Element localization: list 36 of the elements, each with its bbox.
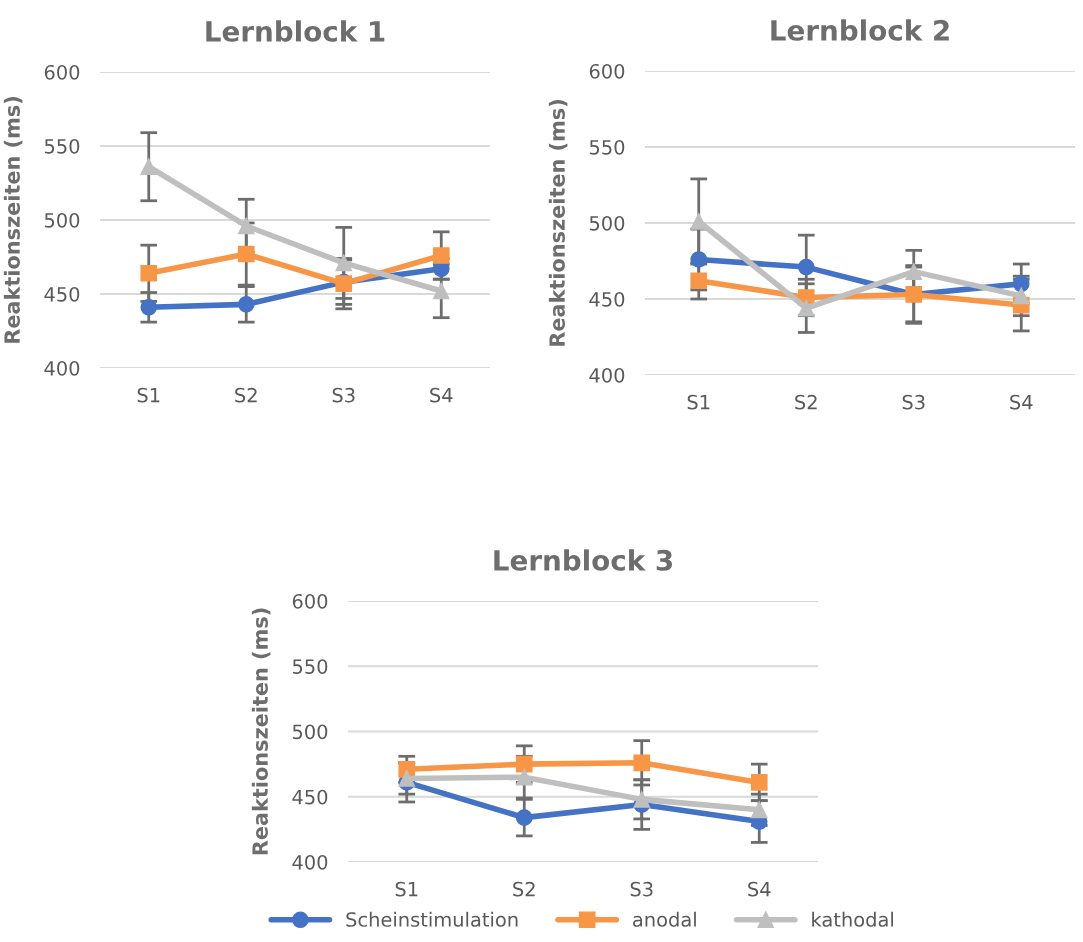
y-axis-title: Reaktionszeiten (ms) [251, 608, 271, 855]
y-tick-label: 550 [44, 138, 80, 154]
x-tick-label: S3 [630, 881, 653, 897]
y-tick-label: 600 [44, 64, 80, 80]
y-tick-label: 500 [292, 724, 328, 740]
y-tick-label: 400 [292, 854, 328, 870]
chart-title: Lernblock 2 [771, 19, 949, 41]
x-tick-label: S1 [137, 387, 160, 403]
x-tick-label: S4 [748, 881, 771, 897]
y-tick-label: 550 [292, 659, 328, 674]
y-tick-label: 550 [589, 139, 625, 155]
y-tick-label: 450 [589, 291, 625, 307]
y-tick-label: 600 [292, 593, 328, 609]
x-tick-label: S4 [1010, 394, 1033, 410]
legend-label: Scheinstimulation [346, 911, 518, 927]
y-tick-label: 500 [589, 215, 625, 231]
x-tick-label: S2 [513, 881, 535, 897]
x-tick-label: S3 [332, 387, 355, 403]
y-axis-title: Reaktionszeiten (ms) [548, 100, 568, 346]
y-tick-label: 400 [44, 360, 80, 376]
y-tick-label: 450 [292, 789, 328, 805]
legend-label: anodal [633, 911, 696, 927]
x-tick-label: S1 [687, 394, 710, 410]
x-tick-label: S1 [395, 881, 418, 897]
y-tick-label: 600 [589, 63, 625, 79]
chart-title: Lernblock 1 [206, 20, 385, 42]
y-tick-label: 450 [44, 286, 80, 302]
y-tick-label: 400 [589, 367, 625, 383]
y-tick-label: 500 [44, 212, 80, 228]
x-tick-label: S2 [795, 394, 817, 410]
chart-title: Lernblock 3 [494, 549, 673, 571]
x-tick-label: S3 [902, 394, 925, 410]
legend-label: kathodal [812, 911, 893, 927]
x-tick-label: S2 [235, 387, 257, 403]
x-tick-label: S4 [430, 387, 453, 403]
y-axis-title: Reaktionszeiten (ms) [3, 97, 23, 343]
